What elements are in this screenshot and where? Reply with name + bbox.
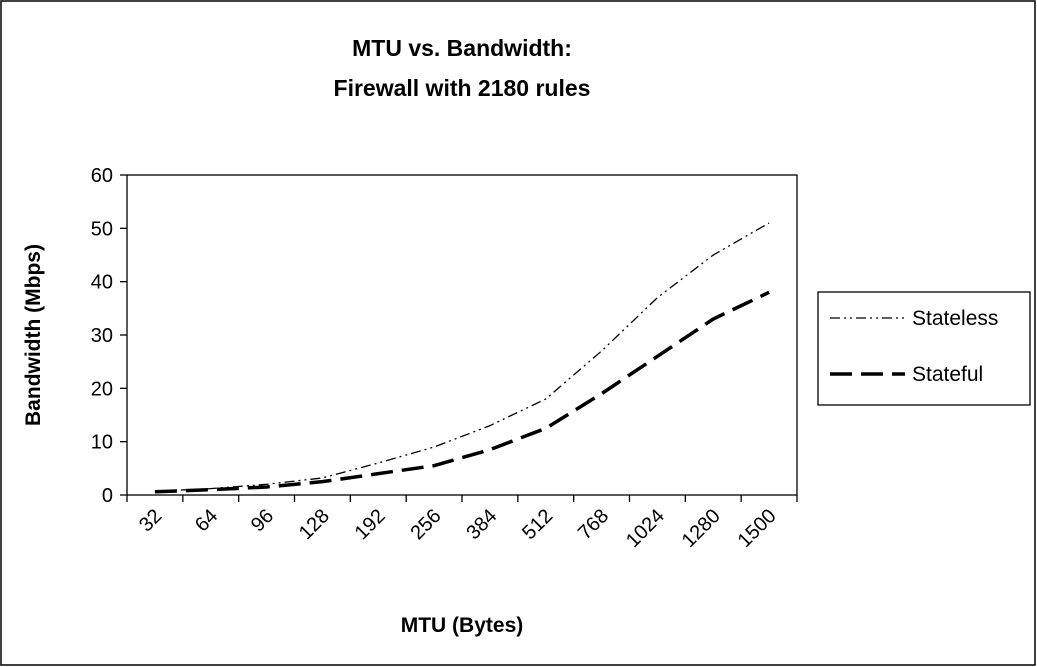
y-axis-label: Bandwidth (Mbps) [22, 244, 45, 426]
y-tick-label: 40 [91, 272, 113, 294]
y-tick-label: 30 [91, 325, 113, 347]
series-line [154, 290, 770, 494]
legend [817, 291, 1031, 406]
y-tick-label: 0 [102, 485, 113, 507]
x-axis-label: MTU (Bytes) [401, 614, 524, 637]
series-line [154, 222, 770, 492]
chart-title: MTU vs. Bandwidth: [352, 35, 572, 61]
legend-label: Stateful [912, 363, 983, 386]
chart-title: Firewall with 2180 rules [334, 75, 591, 101]
y-tick-label: 10 [91, 432, 113, 454]
y-tick-label: 50 [91, 218, 113, 240]
y-tick-label: 20 [91, 378, 113, 400]
y-tick-label: 60 [91, 165, 113, 187]
legend-label: Stateless [912, 307, 998, 330]
